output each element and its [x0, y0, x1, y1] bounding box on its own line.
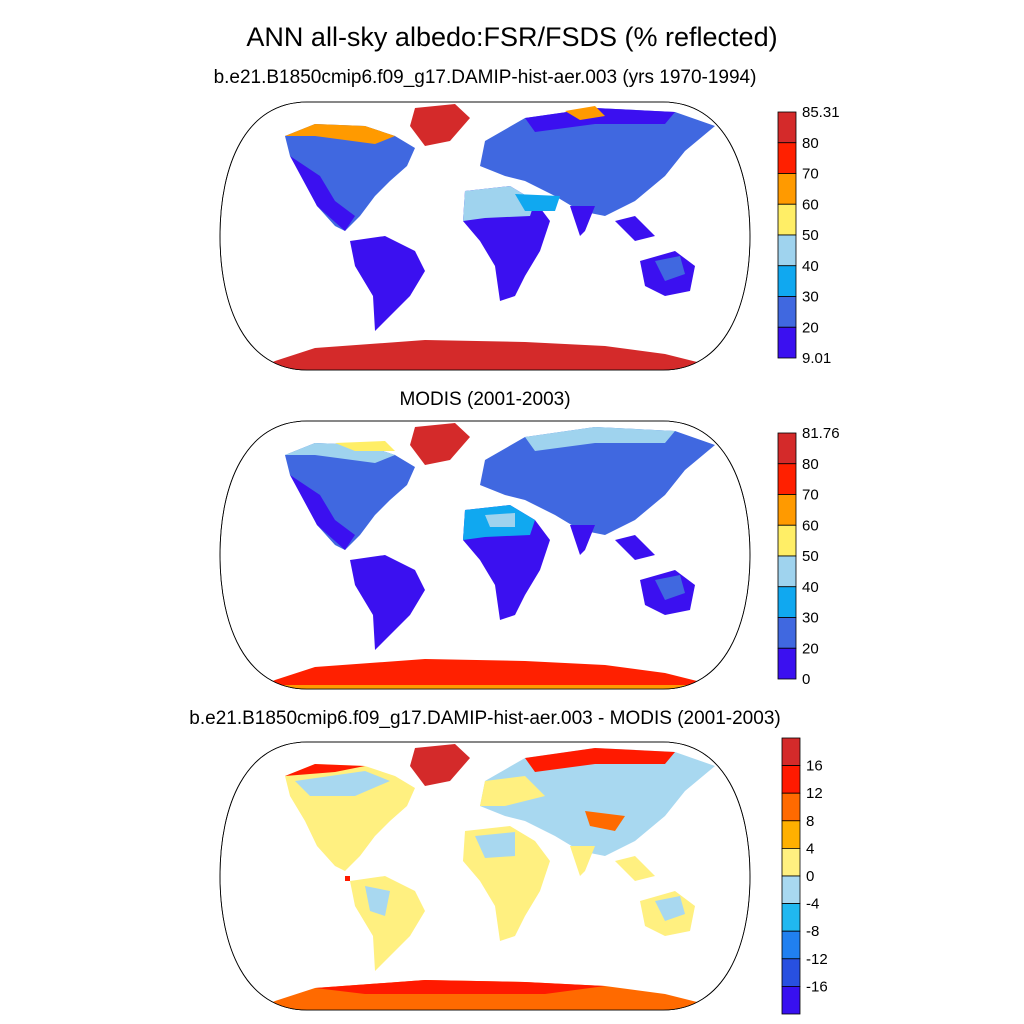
colorbar-tick-label: -12: [806, 951, 828, 968]
colorbar-tick-label: 60: [802, 196, 819, 213]
map-panel-3: [219, 741, 751, 1011]
colorbar-tick-label: 30: [802, 289, 819, 306]
colorbar-tick-label: 70: [802, 487, 819, 504]
colorbar-swatch: [781, 986, 801, 1015]
colorbar-tick-label: 80: [802, 456, 819, 473]
colorbar-swatch: [777, 111, 797, 144]
map-panel-2: [219, 420, 751, 690]
panel-3-title: b.e21.B1850cmip6.f09_g17.DAMIP-hist-aer.…: [189, 708, 781, 729]
colorbar-tick-label: 20: [802, 319, 819, 336]
colorbar-tick-label: 9.01: [802, 350, 831, 367]
colorbar-tick-label: -4: [806, 896, 819, 913]
colorbar-swatch: [781, 737, 801, 767]
colorbar-swatch: [781, 765, 801, 794]
colorbar-swatch: [781, 958, 801, 987]
colorbar-tick-label: 80: [802, 135, 819, 152]
colorbar-swatch: [777, 617, 797, 649]
colorbar-swatch: [777, 524, 797, 557]
panel-1-title: b.e21.B1850cmip6.f09_g17.DAMIP-hist-aer.…: [213, 67, 757, 88]
colorbar-tick-label: 50: [802, 548, 819, 565]
main-title: ANN all-sky albedo:FSR/FSDS (% reflected…: [246, 22, 778, 52]
colorbar-tick-label: 12: [806, 785, 823, 802]
colorbar-tick-label: 60: [802, 517, 819, 534]
colorbar-tick-label: -16: [806, 978, 828, 995]
colorbar-swatch: [777, 142, 797, 174]
colorbar-swatch: [777, 296, 797, 328]
colorbar-tick-label: 0: [806, 868, 814, 885]
colorbar-swatch: [777, 555, 797, 588]
panel-2-title: MODIS (2001-2003): [399, 389, 571, 410]
colorbar-tick-label: 0: [802, 671, 810, 688]
colorbar-panel-1: 85.31 80 70 60 50 40 30 20 9.01: [777, 104, 840, 367]
colorbar-panel-3: 16 12 8 4 0 -4 -8 -12 -16: [781, 737, 828, 1015]
colorbar-swatch: [781, 930, 801, 960]
colorbar-swatch: [781, 848, 801, 877]
colorbar-tick-label: 30: [802, 610, 819, 627]
colorbar-swatch: [777, 647, 797, 680]
colorbar-swatch: [777, 203, 797, 236]
map-panel-1: [219, 101, 751, 371]
colorbar-swatch: [777, 494, 797, 526]
colorbar-tick-label: 20: [802, 640, 819, 657]
colorbar-tick-label: 8: [806, 813, 814, 830]
colorbar-tick-label: 85.31: [802, 104, 840, 121]
colorbar-tick-label: 50: [802, 227, 819, 244]
colorbar-panel-2: 81.76 80 70 60 50 40 30 20 0: [777, 425, 840, 688]
colorbar-swatch: [777, 326, 797, 359]
colorbar-swatch: [781, 792, 801, 822]
colorbar-swatch: [781, 903, 801, 932]
colorbar-swatch: [781, 875, 801, 905]
colorbar-swatch: [777, 586, 797, 618]
colorbar-tick-label: 40: [802, 258, 819, 275]
colorbar-tick-label: -8: [806, 923, 819, 940]
colorbar-swatch: [777, 432, 797, 465]
colorbar-tick-label: 81.76: [802, 425, 840, 442]
colorbar-swatch: [777, 265, 797, 297]
colorbar-swatch: [777, 173, 797, 205]
colorbar-tick-label: 16: [806, 758, 823, 775]
colorbar-swatch: [777, 234, 797, 267]
colorbar-tick-label: 4: [806, 840, 814, 857]
colorbar-swatch: [777, 463, 797, 495]
colorbar-tick-label: 70: [802, 166, 819, 183]
colorbar-swatch: [781, 820, 801, 849]
colorbar-tick-label: 40: [802, 579, 819, 596]
